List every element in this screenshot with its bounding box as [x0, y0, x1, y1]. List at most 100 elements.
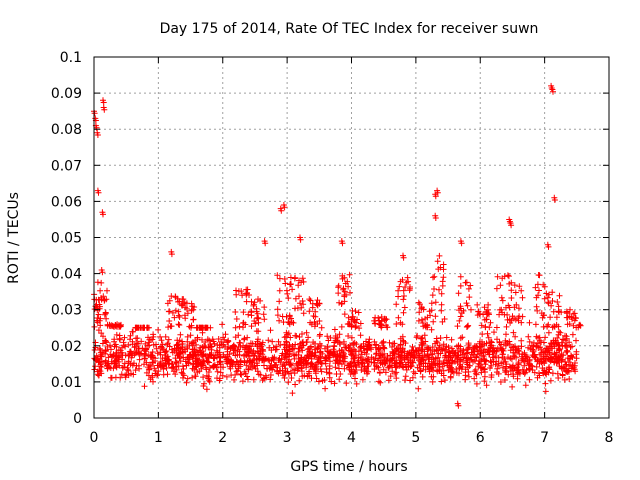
- data-point: [499, 297, 506, 304]
- data-point: [153, 345, 160, 352]
- data-point: [274, 312, 281, 319]
- data-point: [393, 346, 400, 353]
- data-point: [190, 316, 197, 323]
- data-point: [462, 366, 469, 373]
- data-point: [195, 360, 202, 367]
- data-point: [508, 287, 515, 294]
- data-point: [430, 373, 437, 380]
- data-point: [317, 366, 324, 372]
- data-point: [201, 343, 207, 350]
- data-point: [415, 299, 422, 306]
- data-point: [168, 251, 175, 258]
- data-point: [295, 366, 302, 372]
- data-point: [474, 301, 481, 308]
- data-point: [349, 313, 356, 320]
- x-tick-label: 0: [90, 430, 99, 446]
- data-point: [515, 359, 522, 366]
- data-point: [102, 347, 109, 353]
- data-point: [210, 352, 217, 358]
- data-point: [141, 383, 148, 390]
- data-point: [547, 377, 554, 384]
- data-point: [409, 374, 416, 381]
- data-point: [365, 368, 372, 375]
- data-point: [489, 354, 496, 361]
- data-point: [288, 319, 295, 326]
- data-point: [404, 350, 411, 357]
- data-point: [323, 366, 330, 372]
- data-point: [355, 309, 362, 316]
- data-point: [233, 291, 240, 298]
- data-point: [253, 305, 260, 312]
- data-point: [563, 333, 570, 340]
- data-point: [206, 337, 213, 344]
- data-point: [136, 345, 142, 352]
- y-tick-label: 0.05: [51, 231, 82, 247]
- data-point: [101, 106, 108, 113]
- data-point: [142, 340, 149, 347]
- data-point: [483, 382, 490, 389]
- data-point: [172, 371, 179, 378]
- data-point: [375, 345, 382, 352]
- data-point: [161, 362, 167, 369]
- data-point: [555, 375, 562, 381]
- data-point: [564, 355, 571, 362]
- data-point: [232, 347, 239, 354]
- data-point: [135, 362, 142, 369]
- data-point: [127, 332, 134, 339]
- data-point: [183, 356, 189, 363]
- data-point: [428, 326, 435, 333]
- data-point: [336, 376, 343, 383]
- data-point: [559, 371, 566, 378]
- data-point: [371, 366, 378, 373]
- chart-title: Day 175 of 2014, Rate Of TEC Index for r…: [160, 21, 539, 37]
- data-point: [281, 204, 288, 211]
- data-point: [177, 349, 184, 356]
- data-point: [564, 321, 571, 328]
- x-tick-label: 4: [347, 430, 356, 446]
- data-point: [345, 314, 352, 321]
- data-point: [416, 365, 423, 372]
- data-point: [252, 320, 259, 327]
- data-point: [416, 309, 423, 316]
- data-point: [189, 353, 195, 360]
- data-point: [410, 353, 417, 360]
- data-point: [551, 197, 558, 203]
- data-point: [341, 355, 348, 362]
- y-tick-label: 0: [73, 411, 82, 427]
- data-point: [141, 355, 148, 362]
- data-point: [355, 354, 362, 361]
- data-point: [381, 344, 387, 351]
- data-point: [312, 352, 319, 359]
- data-point: [457, 305, 464, 312]
- data-point: [345, 347, 352, 354]
- data-point: [292, 274, 299, 281]
- data-point: [336, 299, 343, 306]
- data-point: [317, 355, 324, 362]
- data-point: [561, 376, 568, 383]
- data-point: [121, 364, 128, 370]
- data-point: [328, 378, 335, 385]
- data-point: [307, 297, 314, 304]
- data-point: [513, 354, 520, 361]
- data-point: [211, 363, 218, 370]
- data-point: [556, 292, 563, 299]
- data-point: [516, 370, 523, 377]
- data-point: [157, 360, 164, 367]
- y-tick-labels: 0 0.01 0.02 0.03 0.04 0.05 0.06 0.07 0.08 0.09 0.1: [51, 50, 82, 427]
- data-point: [145, 364, 151, 371]
- data-point: [340, 286, 347, 293]
- data-point: [378, 340, 385, 347]
- data-point: [102, 337, 109, 344]
- data-point: [143, 369, 150, 376]
- data-point: [300, 310, 307, 317]
- data-point: [265, 337, 272, 344]
- data-point: [115, 354, 122, 361]
- data-point: [568, 352, 574, 359]
- data-point: [322, 360, 329, 367]
- data-point: [432, 193, 439, 200]
- data-point: [381, 315, 388, 322]
- data-point: [174, 337, 181, 344]
- data-point: [432, 360, 439, 367]
- data-point: [205, 354, 212, 361]
- data-point: [300, 301, 307, 308]
